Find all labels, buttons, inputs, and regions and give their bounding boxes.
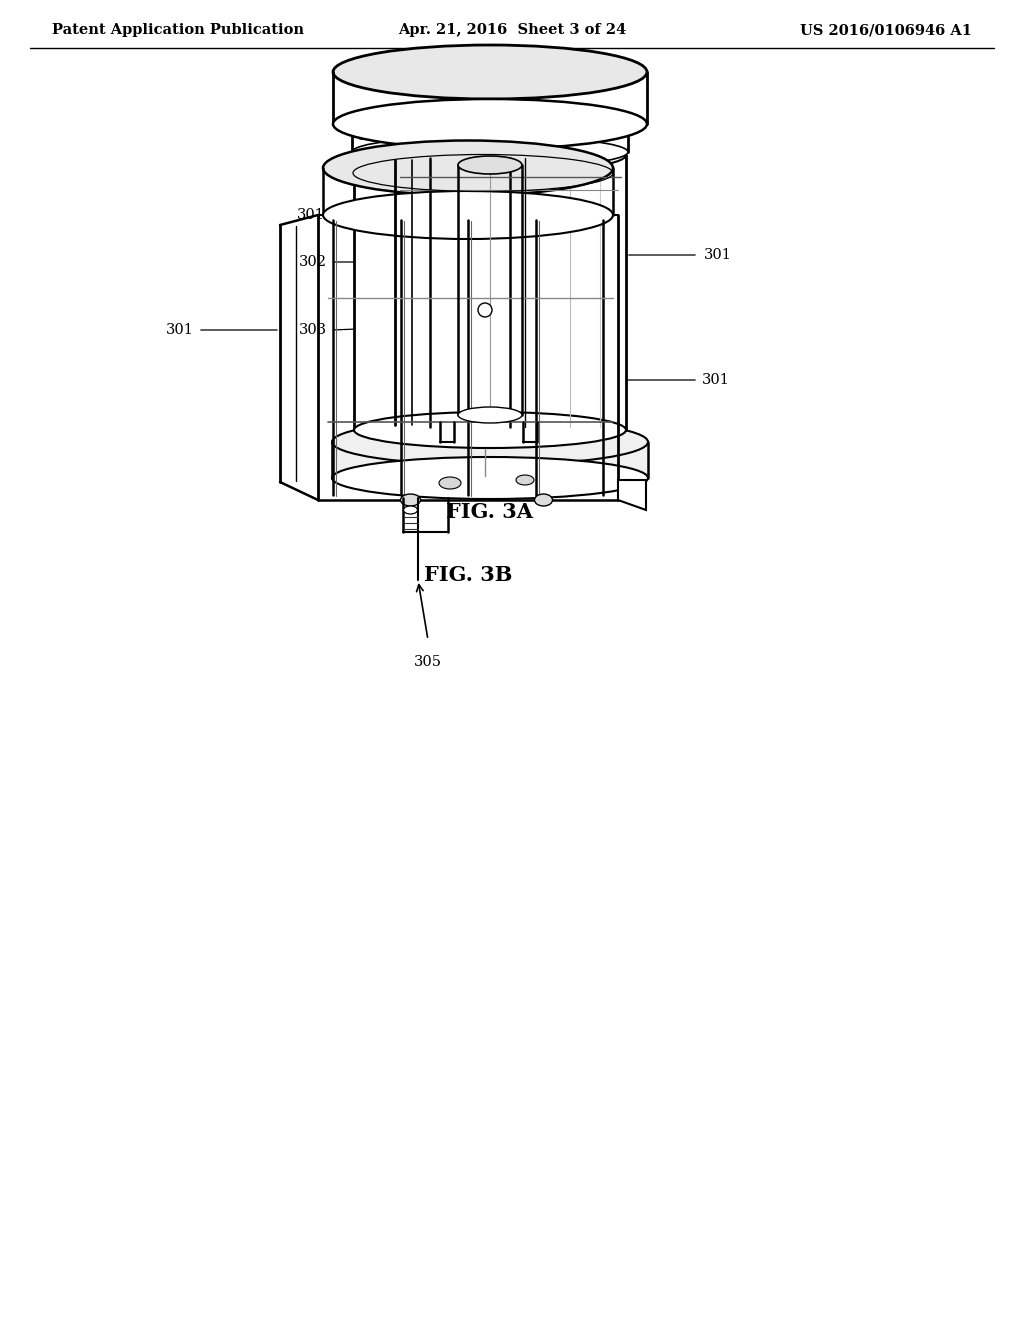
Ellipse shape	[535, 494, 553, 506]
Polygon shape	[332, 442, 648, 477]
Text: 306: 306	[532, 125, 560, 140]
Text: 302: 302	[299, 255, 327, 269]
Text: FIG. 3A: FIG. 3A	[446, 502, 534, 521]
Polygon shape	[354, 154, 626, 430]
Text: 303: 303	[299, 323, 327, 337]
Ellipse shape	[332, 418, 648, 465]
Ellipse shape	[323, 140, 613, 195]
Text: 301: 301	[166, 323, 194, 337]
Ellipse shape	[478, 304, 492, 317]
Text: 301: 301	[702, 374, 730, 387]
Ellipse shape	[354, 137, 626, 173]
Ellipse shape	[333, 45, 647, 99]
Ellipse shape	[352, 136, 628, 168]
Ellipse shape	[403, 506, 418, 513]
Text: Patent Application Publication: Patent Application Publication	[52, 22, 304, 37]
Ellipse shape	[333, 99, 647, 149]
Text: Apr. 21, 2016  Sheet 3 of 24: Apr. 21, 2016 Sheet 3 of 24	[398, 22, 626, 37]
Ellipse shape	[332, 457, 648, 499]
Ellipse shape	[458, 156, 522, 174]
Text: FIG. 3B: FIG. 3B	[424, 565, 512, 585]
Text: 305: 305	[414, 655, 442, 669]
Ellipse shape	[323, 191, 613, 239]
Ellipse shape	[400, 494, 421, 506]
Text: 304: 304	[358, 129, 386, 143]
Text: US 2016/0106946 A1: US 2016/0106946 A1	[800, 22, 972, 37]
Ellipse shape	[439, 477, 461, 488]
Ellipse shape	[354, 412, 626, 447]
Ellipse shape	[516, 475, 534, 484]
Polygon shape	[618, 480, 646, 510]
Text: 301: 301	[705, 248, 732, 261]
Ellipse shape	[458, 407, 522, 422]
Ellipse shape	[350, 110, 630, 145]
Text: 301: 301	[297, 209, 325, 222]
